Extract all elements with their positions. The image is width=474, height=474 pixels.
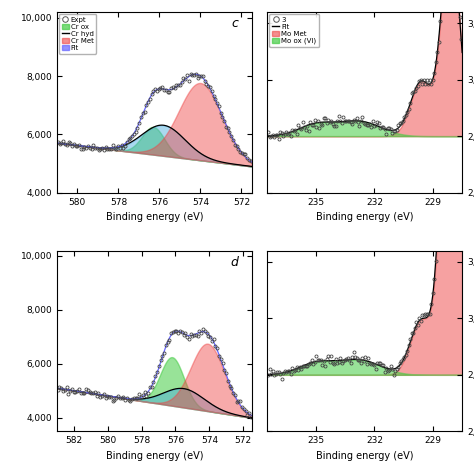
- Text: d: d: [230, 256, 238, 269]
- X-axis label: Binding energy (eV): Binding energy (eV): [316, 451, 413, 461]
- X-axis label: Binding energy (eV): Binding energy (eV): [316, 212, 413, 222]
- X-axis label: Binding energy (eV): Binding energy (eV): [106, 451, 203, 461]
- X-axis label: Binding energy (eV): Binding energy (eV): [106, 212, 203, 222]
- Legend: 3, Fit, Mo Met, Mo ox (VI): 3, Fit, Mo Met, Mo ox (VI): [269, 14, 319, 47]
- Legend: Expt, Cr ox, Cr hyd, Cr Met, Fit: Expt, Cr ox, Cr hyd, Cr Met, Fit: [59, 14, 96, 54]
- Text: c: c: [231, 17, 238, 30]
